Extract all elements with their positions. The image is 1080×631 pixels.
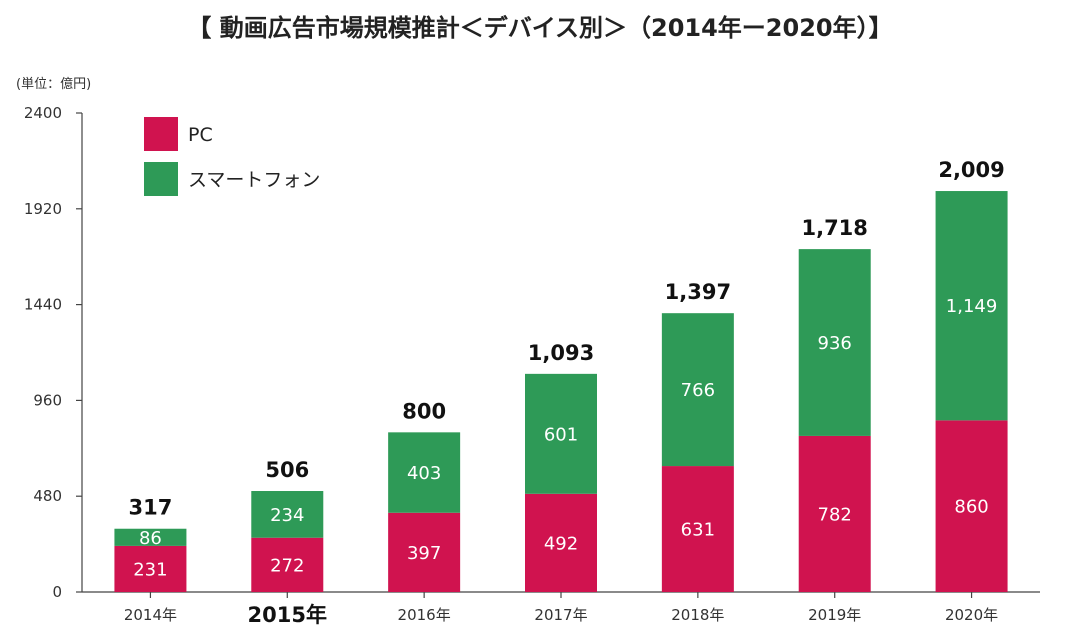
- segment-value-label: 272: [270, 555, 304, 576]
- segment-value-label: 860: [954, 497, 988, 518]
- segment-value-label: 231: [133, 559, 167, 580]
- legend: PC スマートフォン: [144, 117, 320, 196]
- y-tick-label: 480: [33, 487, 62, 505]
- bar-total-label: 2,009: [938, 158, 1004, 182]
- segment-value-label: 1,149: [946, 296, 998, 317]
- bar-segment: [388, 512, 461, 592]
- legend-swatch: [144, 162, 178, 196]
- bar-segment: [388, 432, 461, 513]
- segment-value-label: 403: [407, 463, 441, 484]
- y-tick-label: 1440: [24, 296, 62, 314]
- x-tick-label: 2017年: [534, 606, 587, 624]
- bar-total-label: 1,718: [801, 216, 867, 240]
- x-tick-label: 2016年: [398, 606, 451, 624]
- y-tick-label: 2400: [24, 104, 62, 122]
- legend-swatch: [144, 117, 178, 151]
- bar-segment: [525, 373, 597, 494]
- segment-value-label: 782: [818, 504, 852, 525]
- bar-segment: [798, 435, 871, 592]
- segment-value-label: 86: [139, 528, 162, 549]
- bars: 231 86 317 272 234 506 397 403 800 492 601 1,093 631…: [114, 158, 1008, 592]
- y-axis-ticks: 0 480 960 1440 1920 2400: [24, 104, 82, 601]
- legend-label: スマートフォン: [188, 169, 320, 191]
- y-tick-label: 0: [52, 583, 62, 601]
- bar-segment: [935, 191, 1008, 421]
- bar-segment: [114, 545, 187, 592]
- segment-value-label: 234: [270, 505, 304, 526]
- legend-label: PC: [188, 124, 213, 146]
- bar-segment: [251, 537, 324, 592]
- x-tick-label: 2015年: [248, 603, 327, 627]
- bar-total-label: 317: [129, 496, 173, 520]
- bar-segment: [525, 493, 597, 592]
- segment-value-label: 936: [818, 333, 852, 354]
- y-tick-label: 960: [33, 391, 62, 409]
- bar-segment: [798, 249, 871, 436]
- bar-segment: [251, 491, 324, 538]
- x-tick-label: 2018年: [671, 606, 724, 624]
- x-tick-label: 2014年: [124, 606, 177, 624]
- segment-value-label: 492: [544, 533, 578, 554]
- bar-total-label: 1,397: [665, 280, 731, 304]
- segment-value-label: 397: [407, 543, 441, 564]
- bar-total-label: 1,093: [528, 341, 594, 365]
- bar-total-label: 800: [402, 399, 446, 423]
- x-axis-ticks: 2014年 2015年 2016年 2017年 2018年 2019年 2020年: [124, 592, 998, 627]
- segment-value-label: 631: [681, 520, 715, 541]
- bar-total-label: 506: [265, 458, 309, 482]
- chart-title: 【 動画広告市場規模推計＜デバイス別＞（2014年ー2020年）】: [187, 14, 892, 42]
- bar-segment: [661, 466, 734, 592]
- unit-label: (単位：億円): [16, 76, 91, 92]
- x-tick-label: 2020年: [945, 606, 998, 624]
- segment-value-label: 766: [681, 380, 715, 401]
- bar-segment: [114, 528, 187, 546]
- segment-value-label: 601: [544, 424, 578, 445]
- bar-segment: [935, 420, 1008, 592]
- x-tick-label: 2019年: [808, 606, 861, 624]
- y-tick-label: 1920: [24, 200, 62, 218]
- bar-segment: [661, 313, 734, 467]
